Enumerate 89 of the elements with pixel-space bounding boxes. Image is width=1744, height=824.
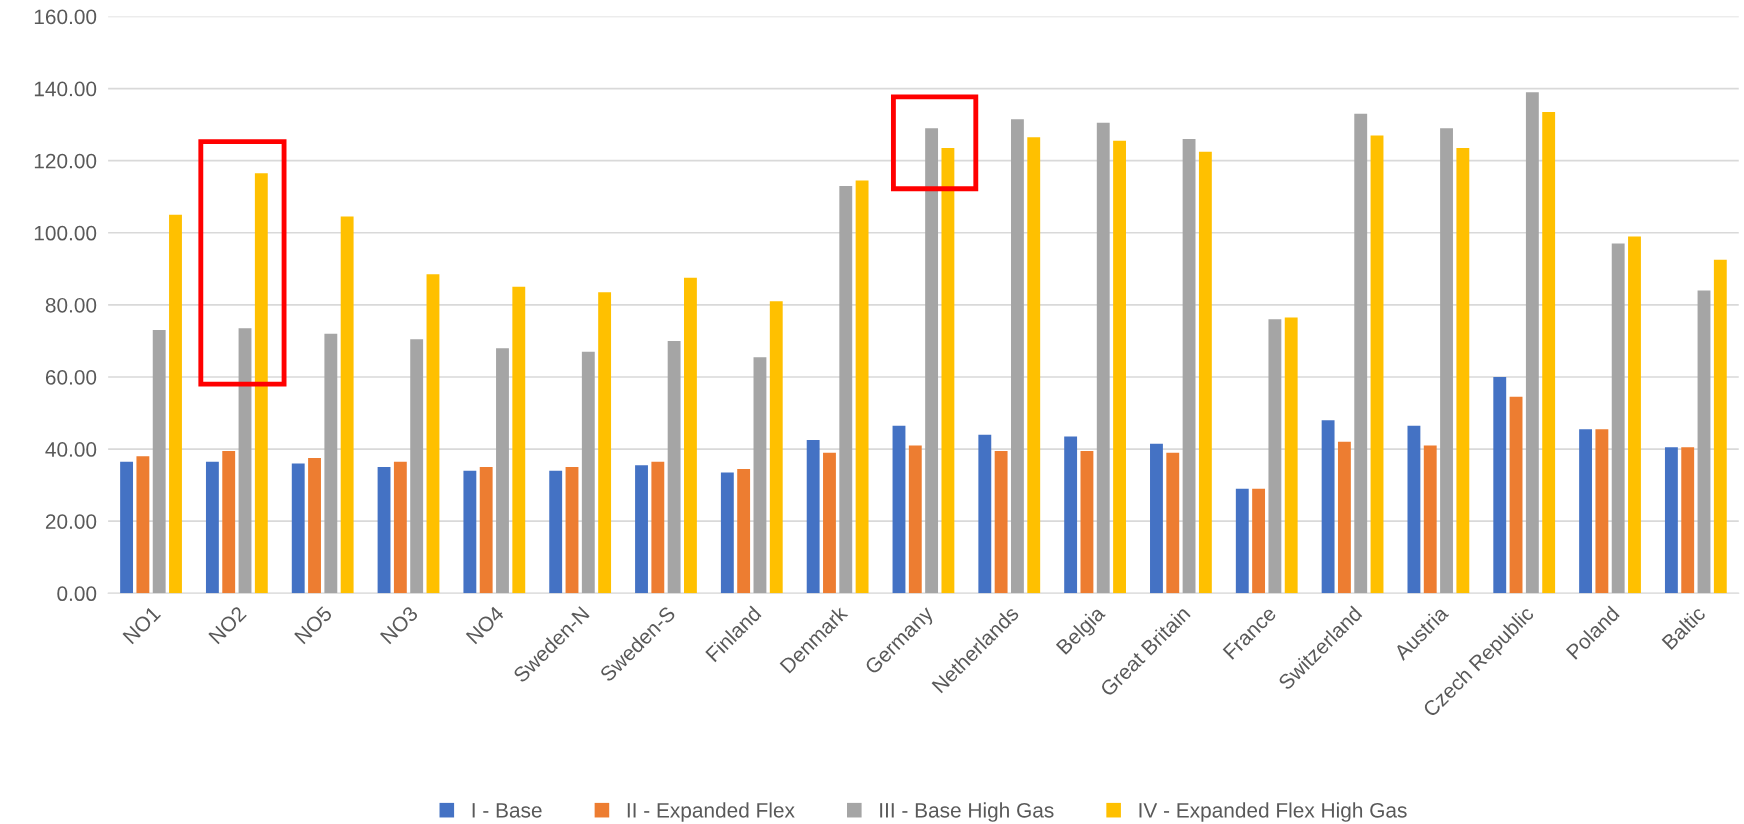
- bar: [720, 472, 734, 594]
- bar: [1579, 429, 1593, 594]
- y-tick-label: 60.00: [45, 369, 97, 385]
- bar: [291, 463, 305, 594]
- bar: [1628, 236, 1641, 594]
- bar: [1166, 452, 1180, 594]
- bar: [1284, 317, 1298, 594]
- bar: [1681, 447, 1695, 594]
- bar: [1027, 137, 1041, 594]
- bar: [1268, 319, 1282, 594]
- bar: [152, 330, 166, 594]
- bar: [806, 440, 820, 594]
- bar: [205, 461, 219, 594]
- bar: [855, 180, 869, 594]
- bar: [581, 351, 595, 594]
- bar: [512, 286, 526, 594]
- bar: [1697, 290, 1711, 594]
- bar: [908, 445, 922, 594]
- bar: [1440, 128, 1453, 594]
- bar: [463, 470, 477, 594]
- bar: [1407, 425, 1421, 594]
- bar: [393, 461, 407, 594]
- bar: [1182, 139, 1196, 594]
- bar: [753, 357, 767, 594]
- y-tick-label: 120.00: [34, 153, 97, 169]
- bar: [1064, 436, 1078, 594]
- y-tick-label: 80.00: [45, 297, 97, 313]
- bar: [1509, 396, 1523, 594]
- bar: [1150, 443, 1163, 594]
- bar: [1542, 112, 1556, 594]
- bar: [892, 425, 906, 594]
- bar: [377, 467, 391, 594]
- bar: [1337, 441, 1351, 594]
- bar: [823, 452, 836, 594]
- legend-label: III - Base High Gas: [880, 802, 1054, 822]
- bar: [667, 340, 681, 594]
- bar: [1096, 122, 1110, 594]
- bar: [479, 467, 493, 594]
- bar: [839, 185, 853, 594]
- bar: [994, 450, 1008, 594]
- bar: [1611, 243, 1625, 594]
- bar: [324, 333, 338, 594]
- bar: [737, 468, 751, 594]
- bar: [308, 458, 321, 594]
- bar: [1493, 376, 1507, 594]
- y-tick-label: 0.00: [57, 586, 97, 602]
- bar: [565, 467, 579, 594]
- bar: [1525, 92, 1539, 594]
- bar: [1664, 447, 1678, 594]
- bar: [426, 274, 440, 594]
- bar: [769, 301, 783, 594]
- legend-label: I - Base: [472, 803, 542, 818]
- bar: [1235, 488, 1249, 594]
- bar: [169, 214, 182, 594]
- bar: [1456, 148, 1470, 594]
- bar: [340, 216, 354, 594]
- bar: [1252, 488, 1266, 594]
- y-tick-label: 100.00: [34, 225, 97, 241]
- y-tick-label: 160.00: [34, 9, 97, 25]
- bar: [941, 148, 955, 594]
- y-tick-label: 40.00: [45, 442, 97, 457]
- bar: [254, 173, 268, 594]
- bar: [1198, 151, 1212, 594]
- bar: [1010, 119, 1024, 594]
- bar: [496, 348, 509, 594]
- bar: [978, 434, 992, 594]
- bar: [1113, 140, 1126, 594]
- bar: [1080, 450, 1094, 594]
- y-tick-label: 140.00: [34, 81, 97, 97]
- legend-label: II - Expanded Flex: [627, 802, 795, 822]
- bar: [1423, 445, 1437, 594]
- bar: [925, 128, 939, 594]
- bar: [410, 339, 424, 594]
- bar: [1354, 113, 1368, 594]
- bar: [635, 465, 648, 594]
- bar: [598, 292, 612, 594]
- bar: [684, 277, 697, 594]
- bar: [549, 470, 563, 594]
- bar: [1370, 135, 1384, 594]
- legend-label: IV - Expanded Flex High Gas: [1139, 802, 1407, 822]
- bar: [1595, 429, 1609, 594]
- bar: [651, 461, 665, 594]
- bar: [1713, 259, 1727, 594]
- bar: [120, 461, 134, 594]
- bar: [238, 328, 252, 594]
- bar: [136, 456, 150, 594]
- bar: [1321, 420, 1335, 594]
- bar: [222, 450, 236, 594]
- y-tick-label: 20.00: [45, 514, 97, 529]
